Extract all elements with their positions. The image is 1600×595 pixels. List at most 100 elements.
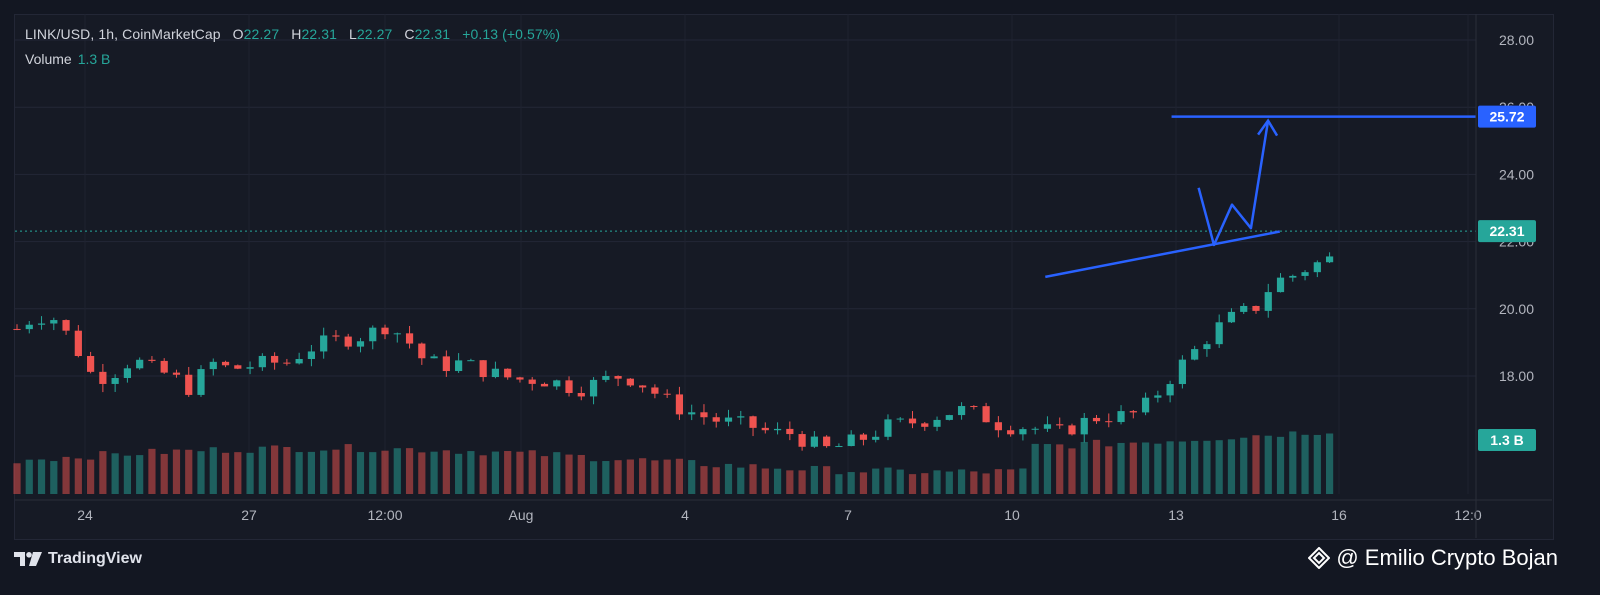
volume-bar [957,469,966,494]
volume-bar [639,458,647,494]
candle-body [1289,275,1297,278]
current-price-badge: 22.31 [1489,223,1524,239]
time-tick-label: 12:00 [367,507,402,523]
legend-low-label: L [348,26,357,42]
volume-bar [99,451,107,494]
volume-bar [455,453,463,494]
candle-body [945,415,953,420]
candle-body [491,368,500,378]
candle-body [933,419,941,427]
volume-bar [933,470,941,494]
volume-legend: Volume 1.3 B [25,51,110,67]
volume-bar [1129,442,1137,494]
volume-bar [442,450,450,494]
candle-body [332,335,340,337]
candle-body [528,379,536,384]
volume-badge-bg [1478,429,1536,451]
candle-body [344,336,352,347]
author-credit: @ Emilio Crypto Bojan [1308,542,1558,574]
candle-body [37,323,46,325]
volume-bar [1203,440,1211,494]
price-tick-label: 24.00 [1499,166,1534,182]
drawings[interactable] [15,115,1476,279]
volume-bar [221,452,230,494]
volume-bar [589,461,598,494]
volume-bar [25,459,33,494]
volume-bar [148,448,156,494]
candle-body [172,372,181,375]
price-tick-label: 28.00 [1499,32,1534,48]
volume-bar [1215,440,1223,494]
candle-body [418,343,426,359]
volume-bar [136,455,144,494]
tradingview-brand: TradingView [48,550,142,567]
volume-bar [1191,440,1199,494]
volume-bar [945,471,953,494]
candle-body [565,380,573,393]
volume-bar [761,468,769,494]
candle-body [148,359,156,361]
legend-open-label: O [232,26,244,42]
volume-bar [528,450,536,494]
time-tick-label: 12:0 [1454,507,1481,523]
volume-bar [577,454,585,494]
candles [13,252,1334,451]
candle-body [99,371,107,384]
volume-bar [835,474,843,494]
candle-body [786,428,794,435]
volume-bar [847,472,855,494]
candle-body [1203,344,1211,350]
candle-body [982,406,990,423]
volume-bar [1043,444,1052,494]
candle-body [847,434,855,447]
volume-bar [884,467,892,494]
candle-body [1301,272,1309,276]
volume-bar [74,458,82,494]
volume-bar [209,447,217,494]
volume-bar [614,460,622,494]
candle-body [1252,305,1260,311]
legend-open-value: 22.27 [243,26,280,42]
volume-bar [418,452,426,494]
candle-body [798,434,806,447]
candle-body [74,330,82,357]
candle-body [1007,430,1015,435]
chart-panel[interactable] [14,14,1554,540]
volume-bar [1325,433,1334,494]
candle-body [258,355,266,368]
volume-bar [823,466,831,494]
candle-body [209,361,217,370]
volume-bar [172,449,181,494]
volume-bar [1105,446,1113,494]
volume-bar [810,465,818,494]
candle-body [614,376,622,379]
volume-legend-label: Volume [25,51,72,67]
volume-bar [651,460,659,494]
candle-body [724,417,733,422]
candle-body [773,428,782,431]
volume-bar [1227,439,1236,494]
candle-body [1178,359,1186,385]
volume-bar [859,472,868,494]
candle-body [1276,277,1285,293]
volume-bar [994,469,1002,494]
candle-body [823,436,831,447]
tradingview-logo[interactable]: TradingView [14,548,142,570]
volume-bar [467,451,475,494]
current-price-badge-bg [1478,220,1536,243]
candle-body [320,335,328,352]
volume-bar [896,469,904,494]
volume-bar [491,451,500,494]
volume-bar [712,467,720,494]
axes: 28.0026.0024.0022.0020.0018.00242712:00A… [15,14,1552,538]
candle-body [688,412,696,415]
legend-low-value: 22.27 [356,26,393,42]
time-tick-label: 4 [681,507,689,523]
candle-body [700,412,708,418]
volume-bar [737,467,745,494]
candle-body [1092,417,1101,422]
volume-bars [13,431,1334,494]
candle-body [675,394,684,415]
candle-body [13,328,21,330]
